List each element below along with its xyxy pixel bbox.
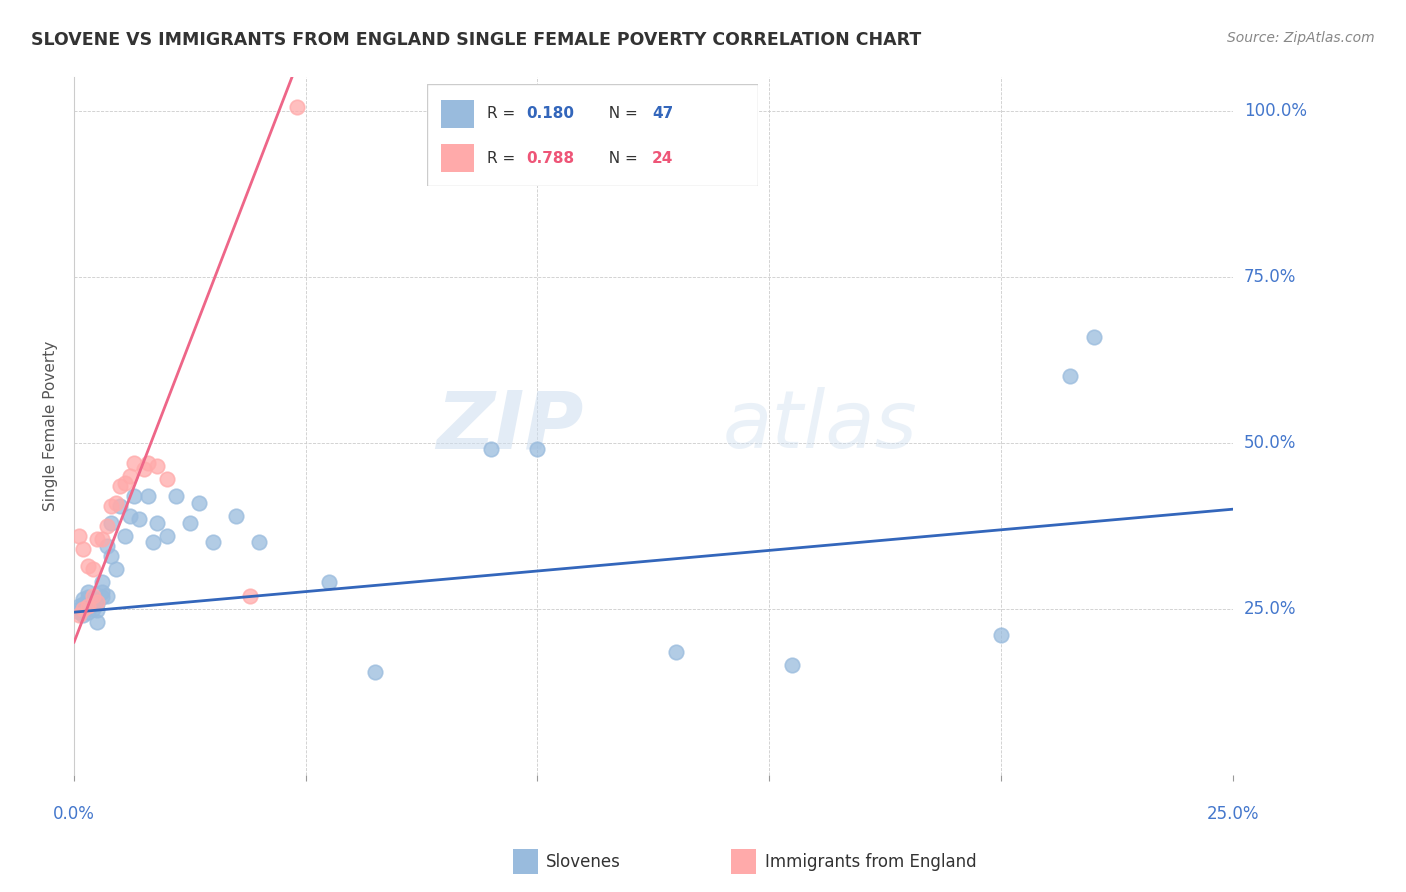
Point (77, 558, 100, 573)
Text: Source: ZipAtlas.com: Source: ZipAtlas.com (1227, 31, 1375, 45)
Point (110, 499, 132, 513)
Point (136, 489, 159, 503)
Point (72, 542, 94, 557)
Point (77, 585, 100, 599)
Y-axis label: Single Female Poverty: Single Female Poverty (44, 341, 58, 511)
Point (67, 599, 90, 613)
Text: Slovenes: Slovenes (546, 853, 620, 871)
Point (77, 599, 100, 613)
Point (249, 535, 271, 549)
Point (67, 608, 90, 623)
Point (72, 608, 94, 623)
Point (72, 591, 94, 606)
Point (124, 456, 146, 470)
Point (1083, 329, 1105, 343)
Point (90, 532, 112, 546)
Point (104, 495, 127, 509)
Point (1059, 369, 1081, 384)
Point (77, 599, 100, 613)
Point (67, 529, 90, 543)
Point (179, 516, 201, 530)
Point (82, 602, 104, 616)
Point (118, 469, 141, 483)
Point (526, 442, 548, 457)
Text: 100.0%: 100.0% (1244, 102, 1306, 120)
Point (479, 442, 502, 457)
Point (225, 508, 247, 523)
Point (156, 472, 179, 486)
Point (118, 508, 141, 523)
Text: ZIP: ZIP (436, 387, 583, 466)
Point (128, 512, 150, 526)
Point (90, 585, 112, 599)
Point (142, 535, 165, 549)
Point (96, 518, 118, 533)
Point (86, 532, 108, 546)
Point (110, 479, 132, 493)
Text: 25.0%: 25.0% (1206, 805, 1258, 823)
Point (82, 591, 104, 606)
Point (146, 516, 169, 530)
Text: 50.0%: 50.0% (1244, 434, 1296, 451)
Point (146, 458, 169, 473)
Point (72, 602, 94, 616)
Point (72, 597, 94, 611)
Point (782, 658, 804, 673)
Point (239, 589, 262, 603)
Point (100, 549, 122, 563)
Point (364, 665, 387, 679)
Text: Immigrants from England: Immigrants from England (765, 853, 977, 871)
Point (114, 529, 136, 543)
Point (82, 562, 104, 576)
Point (90, 575, 112, 590)
Point (77, 605, 100, 619)
Point (990, 628, 1012, 642)
Point (86, 603, 108, 617)
Point (86, 595, 108, 609)
Point (114, 475, 136, 490)
Text: atlas: atlas (723, 387, 918, 466)
Point (67, 602, 90, 616)
Point (318, 575, 340, 590)
Point (82, 589, 104, 603)
Point (136, 456, 159, 470)
Point (100, 516, 122, 530)
Point (165, 489, 187, 503)
Point (665, 645, 688, 659)
Point (202, 535, 225, 549)
Text: 75.0%: 75.0% (1244, 268, 1296, 285)
Text: 25.0%: 25.0% (1244, 599, 1296, 618)
Text: SLOVENE VS IMMIGRANTS FROM ENGLAND SINGLE FEMALE POVERTY CORRELATION CHART: SLOVENE VS IMMIGRANTS FROM ENGLAND SINGL… (31, 31, 921, 49)
Point (132, 462, 155, 476)
Point (77, 590, 100, 604)
Point (156, 529, 179, 543)
Point (188, 495, 211, 509)
Point (86, 597, 108, 611)
Point (86, 615, 108, 629)
Point (124, 489, 146, 503)
Point (96, 539, 118, 553)
Point (100, 499, 122, 513)
Point (90, 590, 112, 604)
Point (104, 562, 127, 576)
Text: 0.0%: 0.0% (53, 805, 96, 823)
Point (96, 589, 118, 603)
Point (67, 605, 90, 619)
Point (285, 100, 308, 114)
